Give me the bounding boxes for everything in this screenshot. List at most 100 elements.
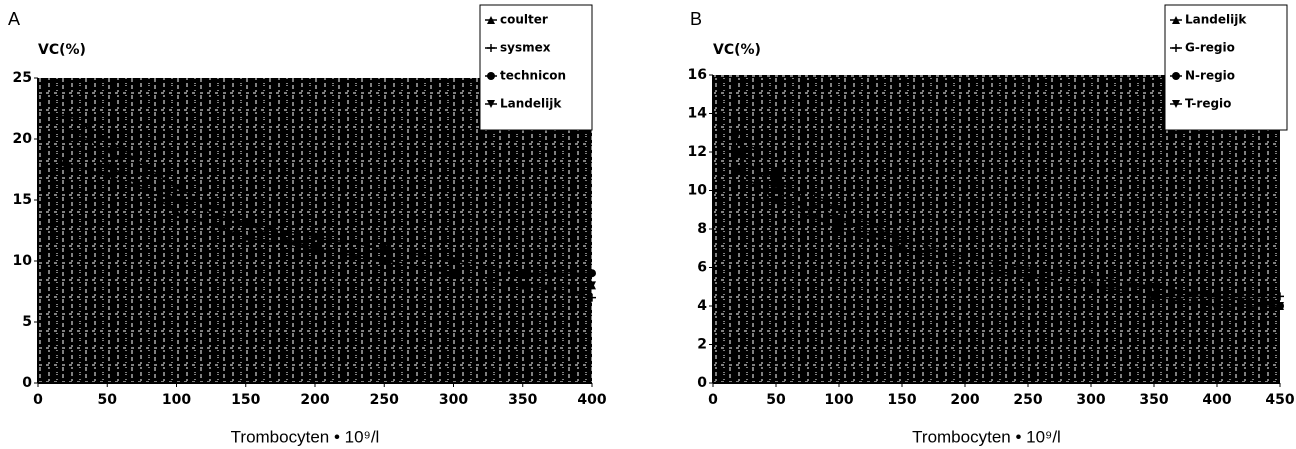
y-tick-label: 0: [697, 375, 707, 391]
marker: [103, 159, 112, 168]
marker: [1150, 282, 1158, 291]
marker: [61, 159, 70, 168]
marker: [103, 171, 112, 180]
marker: [61, 122, 70, 131]
y-tick-label: 15: [13, 192, 32, 208]
y-tick-label: 0: [22, 375, 32, 391]
marker: [588, 269, 596, 278]
marker: [835, 215, 843, 224]
marker: [1087, 282, 1095, 291]
marker: [1172, 44, 1180, 52]
marker: [449, 269, 458, 278]
marker: [61, 110, 70, 119]
marker: [734, 167, 743, 176]
marker: [1213, 302, 1221, 310]
legend-label: sysmex: [500, 41, 551, 55]
legend: [479, 4, 593, 131]
legend: [1164, 4, 1288, 131]
x-tick-label: 100: [824, 392, 853, 408]
marker: [103, 147, 112, 156]
marker: [380, 257, 389, 265]
legend-label: coulter: [500, 13, 548, 27]
marker: [518, 281, 527, 290]
marker: [772, 196, 780, 205]
marker: [1024, 273, 1032, 282]
y-tick-label: 12: [688, 144, 707, 160]
marker: [1213, 292, 1221, 301]
marker: [1087, 273, 1095, 282]
marker: [172, 208, 181, 217]
marker: [1172, 16, 1180, 24]
marker: [961, 263, 969, 272]
x-tick-label: 0: [708, 392, 718, 408]
x-tick-label: 400: [577, 392, 606, 408]
marker: [1150, 292, 1158, 301]
marker: [588, 281, 596, 290]
marker: [487, 72, 495, 80]
y-tick-label: 25: [13, 70, 32, 86]
x-tick-label: 0: [33, 392, 43, 408]
marker: [772, 186, 780, 195]
y-tick-label: 14: [688, 106, 708, 122]
legend-label: technicon: [500, 69, 566, 83]
marker: [1172, 72, 1180, 80]
marker: [1276, 292, 1284, 301]
marker: [518, 269, 527, 278]
x-tick-label: 50: [98, 392, 118, 408]
series-line: [737, 141, 1281, 307]
y-tick-label: 8: [697, 221, 707, 237]
marker: [487, 44, 495, 52]
marker: [103, 135, 112, 143]
x-tick-label: 200: [950, 392, 979, 408]
marker: [835, 225, 843, 233]
marker: [734, 148, 743, 156]
marker: [588, 293, 596, 302]
legend-label: N-regio: [1185, 69, 1235, 83]
marker: [241, 220, 250, 229]
x-tick-label: 400: [1202, 392, 1231, 408]
x-tick-label: 200: [300, 392, 329, 408]
x-tick-label: 350: [508, 392, 537, 408]
y-axis-label: VC(%): [38, 42, 86, 58]
marker: [449, 257, 458, 265]
x-axis-label: Trombocyten • 10⁹/l: [912, 427, 1061, 446]
marker: [487, 16, 495, 24]
marker: [61, 135, 70, 143]
x-tick-label: 300: [439, 392, 468, 408]
marker: [1276, 302, 1284, 310]
x-tick-label: 50: [766, 392, 786, 408]
y-tick-label: 2: [697, 337, 707, 353]
panel-label: A: [8, 9, 20, 29]
x-tick-label: 300: [1076, 392, 1105, 408]
y-axis-label: VC(%): [713, 42, 761, 58]
marker: [734, 138, 743, 147]
y-tick-label: 10: [13, 253, 33, 269]
marker: [311, 244, 319, 253]
marker: [311, 232, 319, 241]
marker: [835, 205, 843, 214]
x-tick-label: 350: [1139, 392, 1168, 408]
marker: [898, 234, 906, 243]
marker: [172, 183, 181, 192]
y-tick-label: 5: [22, 314, 32, 330]
x-tick-label: 450: [1265, 392, 1294, 408]
marker: [172, 196, 181, 204]
marker: [961, 253, 969, 262]
y-tick-label: 4: [697, 298, 707, 314]
x-tick-label: 150: [231, 392, 260, 408]
y-tick-label: 16: [688, 67, 707, 83]
panel-label: B: [690, 9, 702, 29]
marker: [1172, 100, 1180, 108]
marker: [772, 167, 780, 176]
panel: B VC(%) Trombocyten • 10⁹/l 0 2 4 6 8 10 12 14 16 0 5…: [688, 4, 1295, 446]
y-tick-label: 10: [688, 183, 708, 199]
x-axis-label: Trombocyten • 10⁹/l: [231, 427, 380, 446]
x-tick-label: 250: [370, 392, 399, 408]
y-tick-label: 20: [13, 131, 33, 147]
marker: [898, 244, 906, 253]
x-tick-label: 150: [887, 392, 916, 408]
marker: [241, 232, 250, 241]
legend-label: Landelijk: [1185, 13, 1247, 27]
